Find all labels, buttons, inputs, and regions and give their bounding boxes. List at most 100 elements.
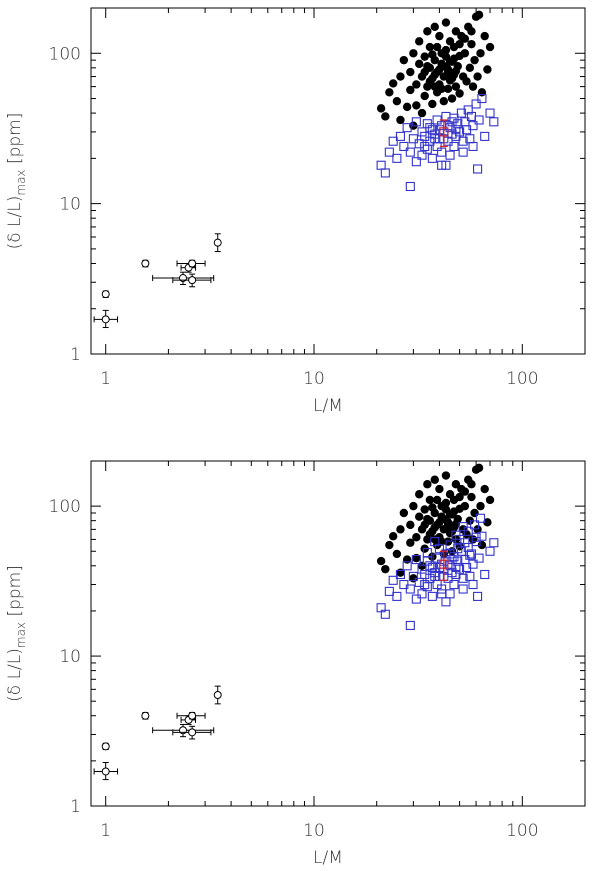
data-point (423, 514, 432, 524)
data-point (474, 10, 484, 20)
data-point (473, 164, 483, 174)
data-point (458, 584, 468, 594)
data-point (470, 508, 479, 518)
data-point (399, 508, 409, 518)
data-point (411, 117, 421, 127)
data-point (420, 52, 429, 61)
data-point (420, 131, 430, 141)
x-tick-label: 10 (303, 369, 325, 389)
data-point (417, 589, 427, 599)
data-point (381, 564, 390, 574)
data-point (471, 532, 481, 542)
data-point (477, 88, 487, 97)
data-point (439, 514, 449, 524)
data-point (441, 18, 451, 27)
data-point (449, 141, 459, 152)
data-point (380, 609, 390, 619)
data-point (402, 555, 412, 564)
data-point (381, 112, 390, 121)
data-point (405, 147, 415, 157)
data-point (458, 136, 468, 146)
data-point (430, 22, 439, 31)
data-point (388, 79, 398, 88)
series-4 (93, 233, 222, 329)
data-point (101, 767, 110, 776)
data-point (467, 492, 476, 502)
data-point (441, 111, 451, 122)
data-point (451, 125, 461, 135)
data-point (411, 555, 421, 565)
data-point (447, 547, 457, 556)
data-point (437, 84, 446, 94)
data-point (467, 480, 476, 489)
data-point (473, 72, 482, 81)
series-2 (376, 93, 499, 192)
data-point (449, 507, 459, 516)
series-3 (439, 119, 449, 148)
data-point (376, 556, 386, 566)
data-point (445, 150, 455, 160)
data-point (483, 65, 492, 74)
data-point (451, 66, 461, 76)
data-point (101, 290, 110, 299)
data-point (415, 59, 424, 69)
data-point (455, 39, 464, 49)
data-point (437, 160, 447, 170)
y-axis-label: (δ L/L)max [ppm] (5, 565, 28, 702)
data-point (474, 553, 484, 563)
data-point (405, 181, 415, 192)
data-point (412, 101, 421, 110)
data-point (425, 136, 435, 146)
y-tick-label: 100 (49, 497, 81, 517)
data-point (453, 544, 463, 554)
data-point (425, 495, 435, 505)
data-point (392, 591, 402, 601)
x-axis-label: L/M (313, 848, 343, 868)
x-tick-label: 1 (100, 821, 111, 841)
data-point (441, 597, 451, 607)
data-point (445, 549, 455, 559)
data-point (465, 550, 475, 560)
data-point (451, 480, 461, 489)
x-tick-label: 1 (100, 369, 111, 389)
data-point (417, 150, 427, 160)
data-point (402, 123, 412, 133)
data-point (384, 147, 394, 157)
data-point (422, 144, 432, 154)
x-tick-label: 100 (506, 369, 538, 389)
data-point (427, 153, 437, 163)
data-point (439, 62, 449, 71)
series-2 (376, 513, 499, 631)
plot-frame (90, 7, 586, 355)
data-point (412, 80, 421, 89)
data-point (460, 34, 470, 43)
data-point (465, 516, 475, 525)
data-point (439, 127, 449, 137)
data-point (428, 99, 437, 109)
y-tick-label: 10 (59, 195, 81, 215)
data-point (388, 532, 398, 541)
data-point (388, 136, 398, 146)
data-point (427, 591, 437, 601)
data-point (396, 115, 405, 125)
data-point (141, 259, 150, 268)
x-tick-label: 100 (506, 821, 538, 841)
data-point (437, 589, 447, 599)
data-point (434, 544, 444, 554)
data-point (468, 121, 478, 131)
chart-panel-2: 1 10 100 1 10 100 L/M (δ L/L)max [ppm] (5, 460, 586, 868)
data-point (432, 42, 442, 52)
data-point (406, 538, 415, 547)
data-point (213, 690, 222, 699)
y-tick-label: 1 (70, 797, 81, 817)
data-point (417, 108, 427, 118)
data-point (399, 55, 409, 65)
series-3 (439, 550, 449, 581)
series-4 (93, 685, 222, 781)
data-point (428, 50, 437, 59)
data-point (439, 559, 449, 569)
data-point (396, 72, 405, 81)
data-point (427, 562, 437, 572)
data-point (455, 89, 464, 98)
data-point (420, 141, 430, 152)
